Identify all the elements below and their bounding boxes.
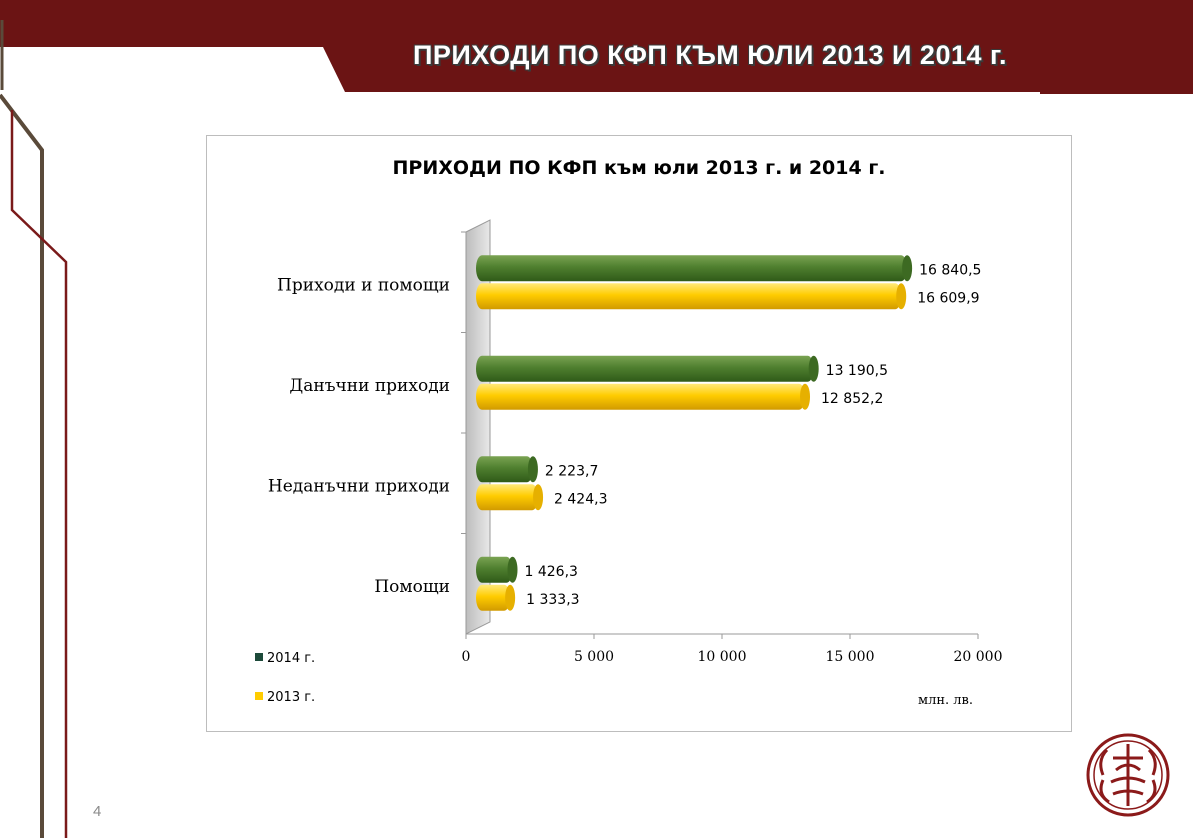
data-label: 13 190,5: [826, 363, 888, 379]
x-tick-label: 5 000: [574, 649, 614, 665]
bar-2014-3-cap: [507, 556, 518, 583]
x-tick-label: 0: [462, 649, 471, 665]
category-label: Неданъчни приходи: [268, 476, 450, 496]
bar-2013-1-cap: [800, 383, 811, 410]
ministry-emblem-icon: [1086, 733, 1170, 817]
x-tick-label: 10 000: [698, 649, 747, 665]
data-label: 2 424,3: [554, 491, 607, 507]
data-label: 16 609,9: [917, 290, 979, 306]
legend-swatch: [255, 653, 263, 661]
bar-2013-2: [476, 484, 539, 511]
x-axis-unit-label: млн. лв.: [918, 693, 973, 708]
chart-title: ПРИХОДИ ПО КФП към юли 2013 г. и 2014 г.: [392, 157, 886, 179]
header-band: [0, 0, 1193, 47]
decorative-lines: [0, 20, 68, 838]
bar-2014-1-cap: [808, 355, 819, 382]
category-label: Данъчни приходи: [289, 376, 450, 396]
bar-2014-1: [476, 355, 814, 382]
title-band: [323, 47, 1193, 92]
category-label: Приходи и помощи: [277, 275, 450, 295]
bar-2013-3-cap: [505, 584, 516, 611]
bar-2014-0: [476, 255, 908, 282]
data-label: 16 840,5: [919, 262, 981, 278]
header-underline: [1040, 92, 1193, 94]
data-label: 1 426,3: [525, 564, 578, 580]
chart-frame: [206, 135, 1072, 732]
data-label: 2 223,7: [545, 463, 598, 479]
bar-2013-0-cap: [896, 283, 907, 310]
bar-2013-0: [476, 283, 902, 310]
bar-2013-3: [476, 584, 511, 611]
bar-2014-2-cap: [527, 456, 538, 483]
bar-2013-1: [476, 383, 806, 410]
deco-line-dark: [0, 93, 44, 838]
page-number: 4: [93, 803, 102, 820]
slide-title: ПРИХОДИ ПО КФП КЪМ ЮЛИ 2013 И 2014 г.: [412, 40, 1008, 70]
bar-2013-2-cap: [533, 484, 544, 511]
deco-line-red: [10, 110, 68, 838]
data-label: 1 333,3: [526, 592, 579, 608]
legend-label: 2013 г.: [267, 690, 315, 705]
legend-label: 2014 г.: [267, 651, 315, 666]
data-label: 12 852,2: [821, 391, 883, 407]
x-tick-label: 20 000: [954, 649, 1003, 665]
bar-2014-0-cap: [902, 255, 913, 282]
x-tick-label: 15 000: [826, 649, 875, 665]
bar-2014-2: [476, 456, 533, 483]
legend-swatch: [255, 692, 263, 700]
bar-2014-3: [476, 556, 513, 583]
category-label: Помощи: [374, 577, 450, 597]
